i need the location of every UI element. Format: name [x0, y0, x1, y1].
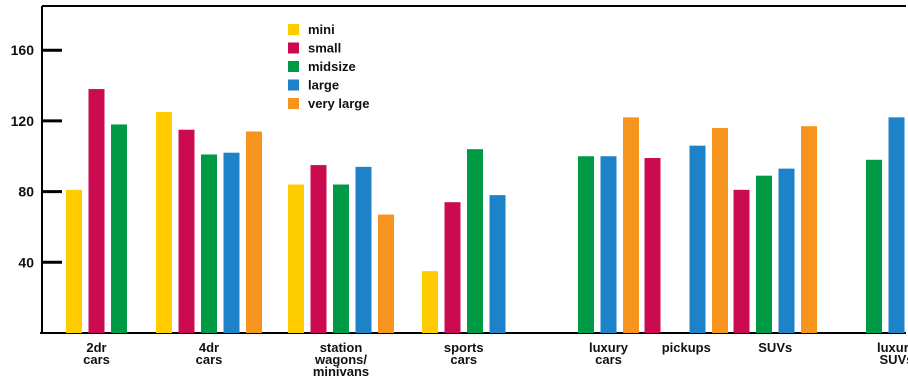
- bars: [66, 89, 905, 334]
- bar: [156, 112, 172, 334]
- bar: [201, 154, 217, 333]
- legend-swatch: [288, 42, 299, 54]
- legend-swatch: [288, 98, 299, 109]
- bar: [333, 184, 349, 333]
- legend: mini small midsize large very large: [288, 22, 369, 111]
- legend-label: midsize: [308, 59, 356, 74]
- x-category-label: station wagons/minivans: [313, 340, 369, 379]
- legend-swatch: [288, 24, 299, 35]
- bar: [712, 127, 728, 334]
- bar: [223, 152, 240, 333]
- bar: [689, 145, 706, 333]
- legend-label: small: [308, 41, 341, 56]
- y-tick-label: 120: [11, 113, 35, 129]
- legend-label: very large: [308, 96, 369, 111]
- bar: [600, 156, 617, 333]
- bar: [444, 202, 461, 333]
- bar: [888, 117, 905, 334]
- x-category-label: 4dr cars: [196, 340, 223, 367]
- legend-label: large: [308, 78, 339, 93]
- bar: [310, 165, 327, 333]
- x-category-label: pickups: [662, 340, 711, 355]
- bar: [178, 129, 195, 333]
- y-tick-label: 80: [18, 184, 34, 200]
- y-tick-label: 160: [11, 42, 35, 58]
- bar: [378, 214, 394, 333]
- bar: [422, 271, 438, 333]
- legend-label: mini: [308, 22, 335, 37]
- bar: [801, 126, 817, 333]
- y-tick-label: 40: [18, 254, 34, 270]
- bar: [866, 159, 882, 333]
- x-axis-labels: 2dr cars 4dr cars station wagons/minivans spor…: [83, 340, 908, 379]
- x-category-label: SUVs: [758, 340, 792, 355]
- y-axis-ticks: 40 80 120 160: [11, 42, 62, 270]
- bar: [246, 131, 262, 333]
- x-category-label: sports cars: [444, 340, 484, 367]
- bar: [489, 195, 506, 333]
- bar: [355, 166, 372, 333]
- x-category-label: 2dr cars: [83, 340, 110, 367]
- x-category-label: luxury cars: [589, 340, 629, 367]
- bar: [467, 149, 483, 333]
- legend-swatch: [288, 61, 299, 72]
- x-category-label: luxurySUVs: [877, 340, 908, 367]
- bar: [88, 89, 105, 333]
- bar: [778, 168, 795, 333]
- bar: [623, 117, 639, 334]
- legend-swatch: [288, 79, 299, 91]
- bar: [66, 189, 82, 333]
- bar: [756, 175, 772, 333]
- bar: [733, 189, 750, 333]
- bar: [644, 158, 661, 333]
- bar: [111, 124, 127, 333]
- bar: [578, 156, 594, 333]
- bar: [288, 184, 304, 333]
